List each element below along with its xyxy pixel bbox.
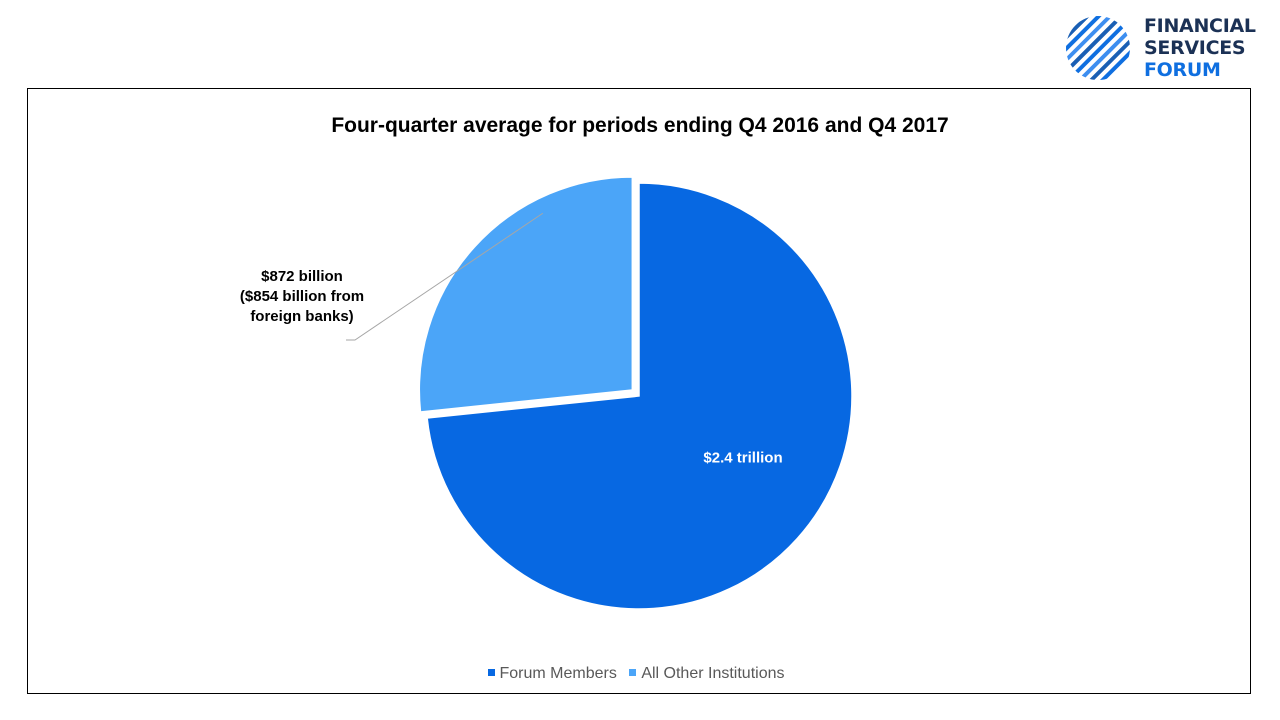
- logo: FINANCIAL SERVICES FORUM: [1064, 14, 1274, 82]
- legend-swatch: [487, 669, 495, 676]
- legend-swatch: [629, 669, 637, 676]
- legend-label: All Other Institutions: [641, 665, 785, 682]
- legend-label: Forum Members: [499, 665, 617, 682]
- pie-slice-forum-members: [426, 182, 853, 610]
- logo-wordmark: FINANCIAL SERVICES FORUM: [1144, 15, 1256, 81]
- leader-line: [346, 212, 544, 341]
- legend-item-forum-members: Forum Members: [487, 665, 617, 683]
- logo-line-services: SERVICES: [1144, 37, 1246, 59]
- logo-line-forum: FORUM: [1144, 59, 1221, 81]
- pie-slice-all-other-institutions: [418, 176, 634, 413]
- data-label-forum-members: $2.4 trillion: [703, 449, 782, 466]
- chart-frame: [27, 88, 1251, 694]
- chart-legend: Forum Members All Other Institutions: [0, 665, 1280, 683]
- chart-title: Four-quarter average for periods ending …: [331, 114, 949, 137]
- data-label-all-other-institutions: $872 billion ($854 billion from foreign ba…: [240, 268, 364, 325]
- logo-line-financial: FINANCIAL: [1144, 15, 1256, 37]
- legend-item-all-other-institutions: All Other Institutions: [629, 665, 784, 683]
- striped-globe-icon: [1066, 16, 1130, 80]
